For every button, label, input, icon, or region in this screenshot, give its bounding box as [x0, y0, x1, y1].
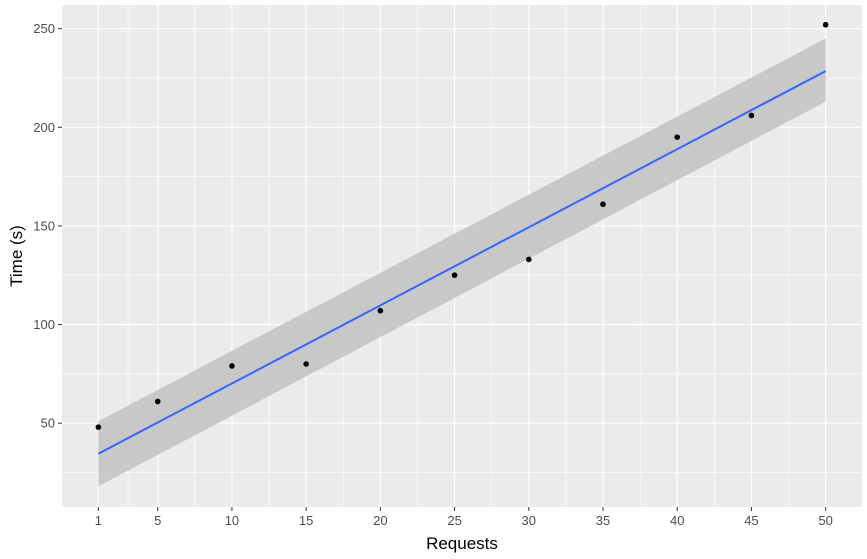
- x-axis-title: Requests: [426, 534, 498, 553]
- y-axis-title: Time (s): [7, 225, 26, 287]
- x-tick-label: 35: [596, 513, 610, 528]
- data-point: [95, 424, 102, 430]
- data-point: [451, 272, 458, 279]
- y-tick-label: 200: [33, 120, 55, 135]
- regression-line-layer: [97, 70, 827, 455]
- x-tick-label: 20: [373, 513, 387, 528]
- x-tick-label: 25: [447, 513, 461, 528]
- data-point: [600, 201, 606, 208]
- data-point: [525, 256, 532, 263]
- x-tick-label: 45: [744, 513, 758, 528]
- data-point: [229, 363, 235, 369]
- data-point: [822, 21, 829, 28]
- x-tick-label: 40: [670, 513, 684, 528]
- y-tick-label: 150: [33, 218, 55, 233]
- x-tick-label: 15: [299, 513, 313, 528]
- x-tick-label: 5: [154, 513, 161, 528]
- data-point: [377, 307, 384, 314]
- x-tick-label: 50: [818, 513, 832, 528]
- x-tick-label: 30: [522, 513, 536, 528]
- regression-line: [97, 70, 827, 455]
- y-tick-label: 50: [41, 416, 55, 431]
- data-points-layer: [95, 21, 829, 430]
- y-tick-label: 250: [33, 21, 55, 36]
- data-point: [674, 134, 681, 140]
- y-axis: 50 100 150 200 250: [33, 21, 62, 431]
- y-tick-label: 100: [33, 317, 55, 332]
- x-tick-label: 1: [95, 513, 102, 528]
- x-axis: 1 5 10 15 20 25 30 35 40 45 50: [95, 507, 833, 528]
- data-point: [748, 112, 755, 119]
- data-point: [154, 398, 161, 405]
- x-tick-label: 10: [225, 513, 239, 528]
- data-point: [303, 361, 309, 367]
